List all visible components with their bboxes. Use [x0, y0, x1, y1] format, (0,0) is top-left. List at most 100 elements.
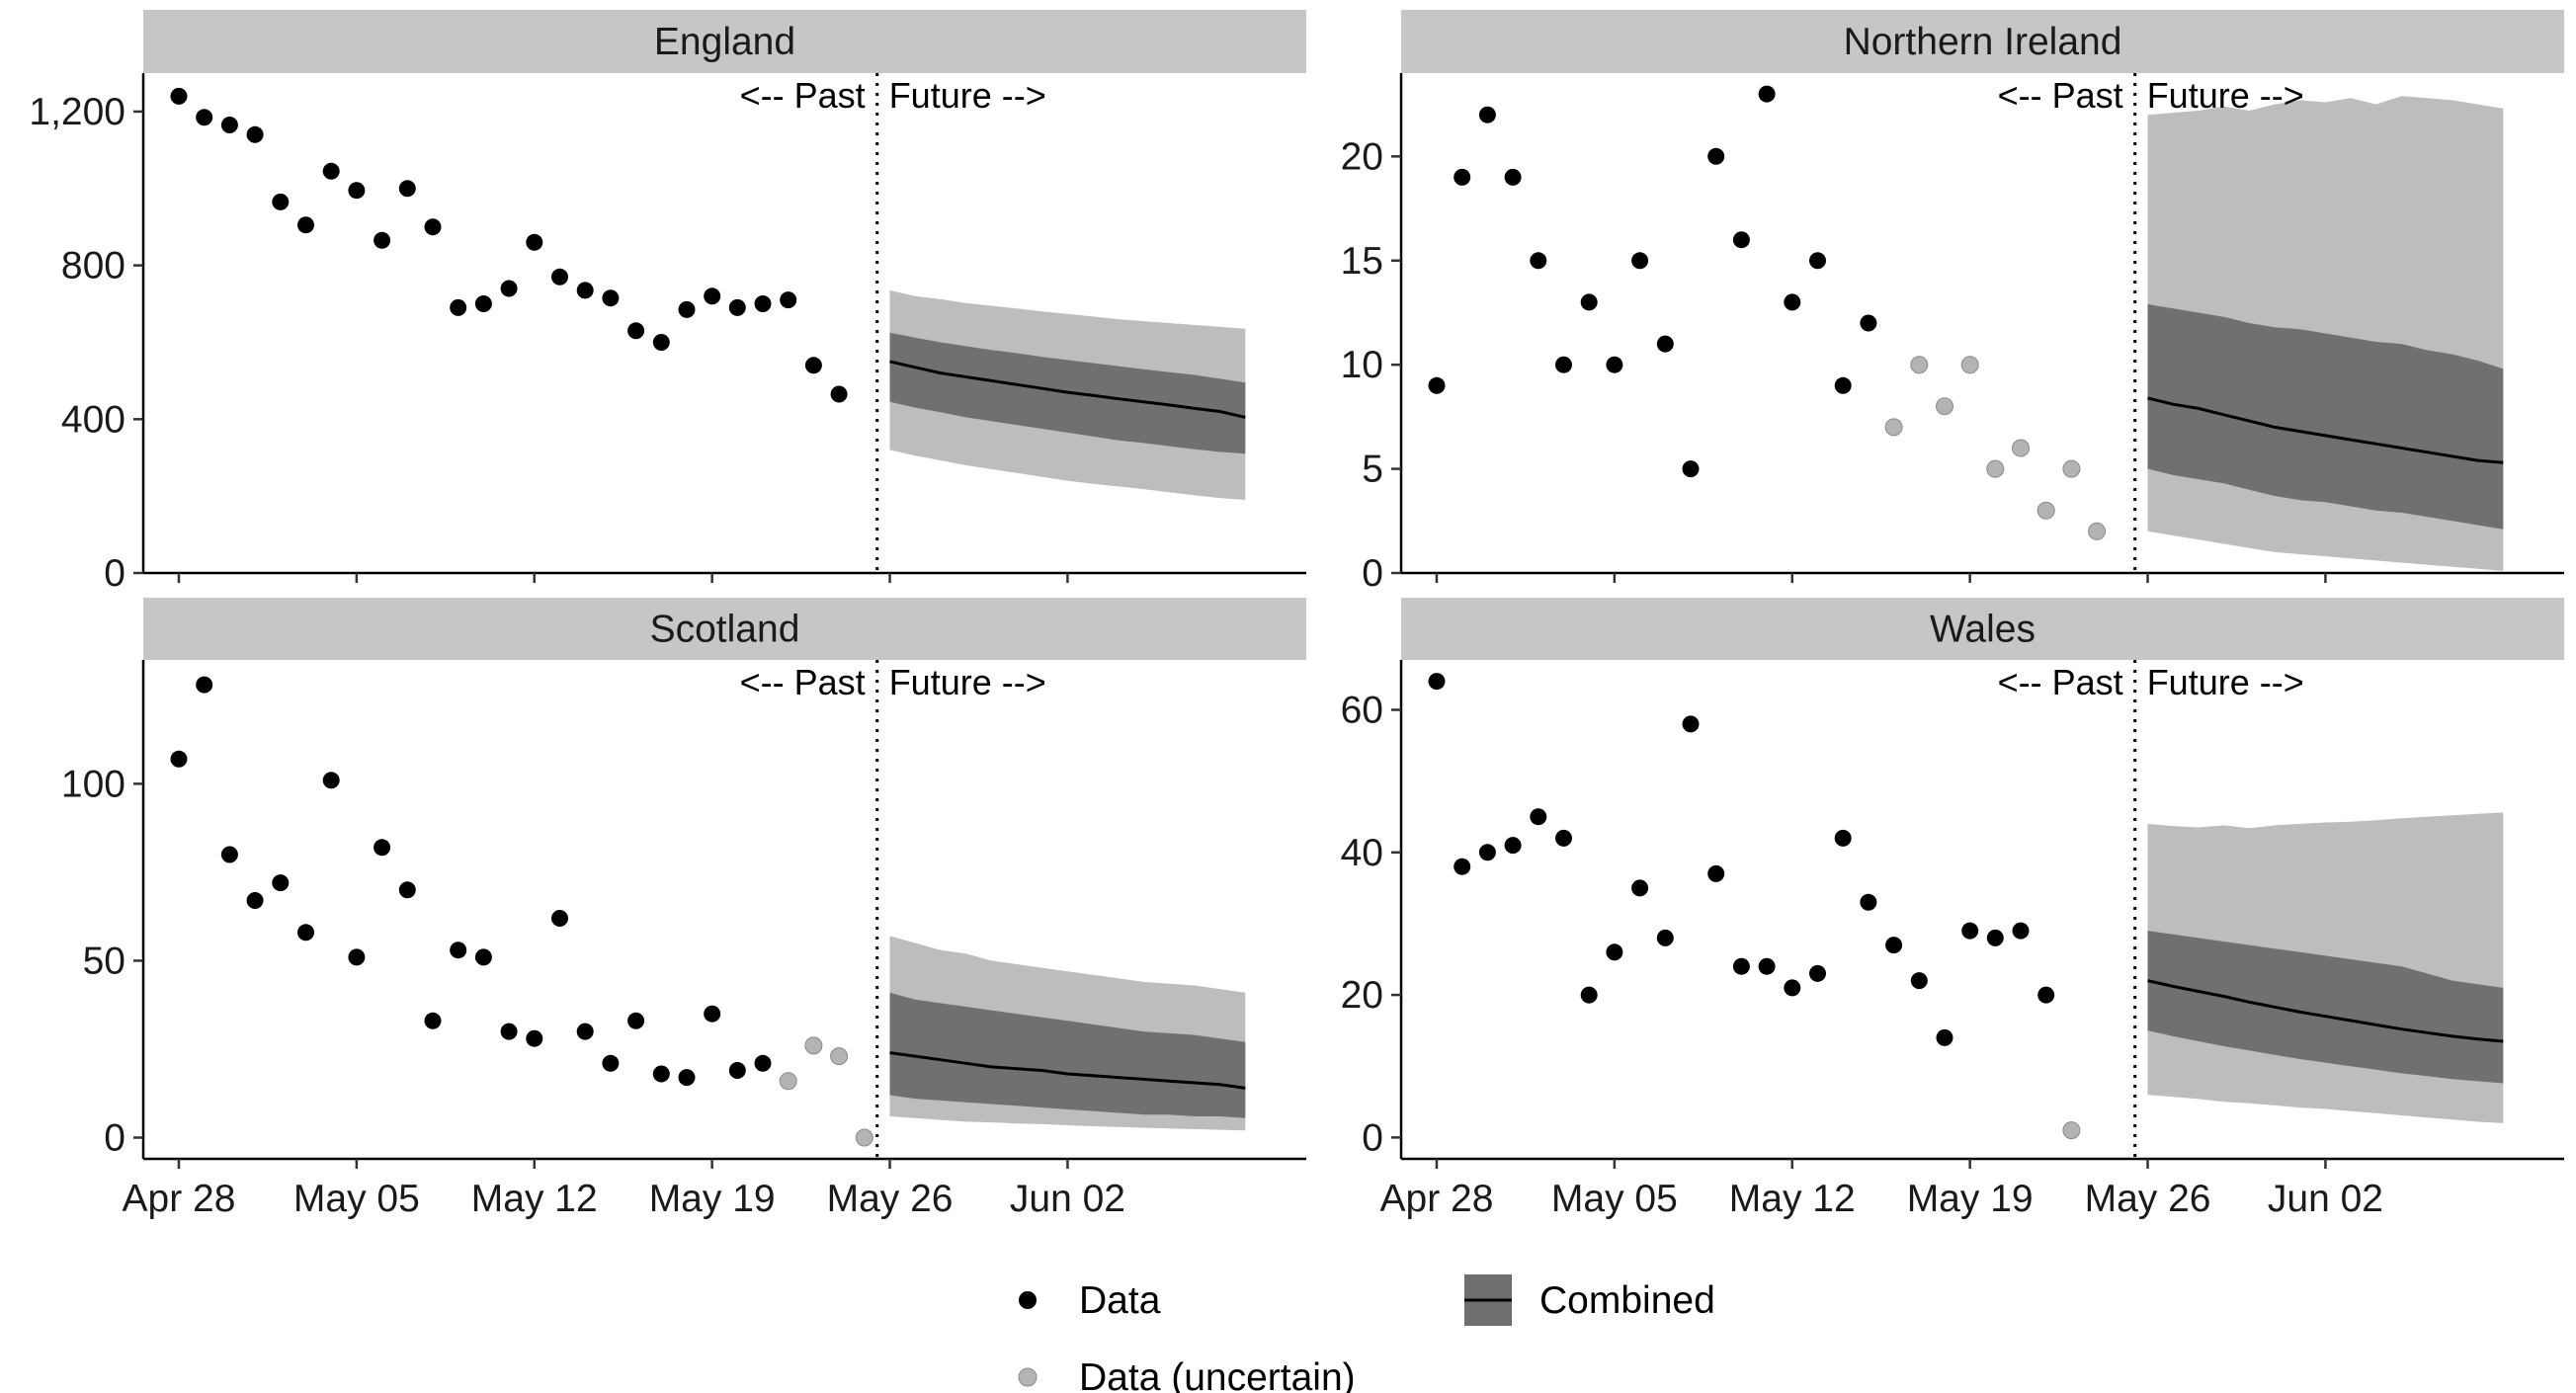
data-point [1986, 929, 2004, 946]
data-point [678, 300, 696, 318]
legend-item-data-uncertain: Data (uncertain) [1018, 1356, 1356, 1393]
data-point [1606, 943, 1623, 961]
data-point [704, 287, 721, 305]
data-point [1732, 231, 1750, 249]
x-tick-label: May 19 [1907, 1178, 2034, 1220]
data-point [374, 839, 391, 857]
data-point [272, 874, 290, 892]
x-tick-label: May 05 [1551, 1178, 1678, 1220]
future-annotation: Future --> [2147, 662, 2304, 702]
legend-key-dot [1019, 1291, 1037, 1309]
data-point [804, 357, 822, 374]
y-tick-label: 40 [1341, 832, 1383, 874]
data-point [348, 948, 366, 966]
x-tick-label: May 12 [1729, 1178, 1856, 1220]
data-point [780, 291, 797, 309]
legend-label: Combined [1539, 1279, 1715, 1322]
forecast-median-line [2147, 979, 2504, 1043]
data-point [602, 1054, 620, 1072]
data-point [1504, 168, 1522, 186]
data-point [830, 385, 848, 403]
panel-northern-ireland: Northern Ireland <-- Past Future --> 0 5 10 15… [1341, 10, 2564, 595]
strip-background [1401, 10, 2564, 73]
uncertain-data-point [1936, 397, 1953, 416]
data-point [1631, 879, 1649, 897]
data-point [754, 1054, 772, 1072]
data-point [450, 942, 467, 959]
panel-england: England <-- Past Future --> 0 400 800 1,200 [29, 10, 1306, 595]
x-tick-label: May 19 [649, 1178, 776, 1220]
uncertain-data-point [1960, 356, 1979, 374]
data-point [220, 117, 238, 133]
data-point [1682, 715, 1700, 733]
x-tick-label: Apr 28 [123, 1178, 236, 1220]
uncertain-data-point [804, 1036, 823, 1055]
data-point [1961, 922, 1979, 940]
strip-background [143, 10, 1306, 73]
data-point [1631, 252, 1649, 270]
data-point [1580, 986, 1598, 1004]
past-annotation: <-- Past [1998, 75, 2123, 116]
data-point [297, 924, 314, 942]
data-point [220, 846, 238, 863]
uncertain-data-point [1884, 418, 1903, 437]
data-point [526, 1029, 543, 1047]
strip-title: England [654, 21, 795, 63]
data-point [450, 298, 467, 316]
data-point [1656, 929, 1674, 946]
data-point [1454, 168, 1471, 186]
data-point [272, 193, 290, 210]
legend-key-dot [1018, 1367, 1038, 1387]
data-point [652, 334, 670, 351]
data-point [1656, 335, 1674, 353]
data-point [652, 1065, 670, 1083]
y-tick-label: 10 [1341, 344, 1383, 386]
forecast-inner-band [889, 992, 1246, 1118]
data-point [1504, 837, 1522, 855]
data-point [576, 282, 594, 299]
uncertain-data-point [855, 1128, 873, 1147]
past-annotation: <-- Past [1998, 662, 2123, 702]
data-point [678, 1069, 696, 1087]
panel-scotland: Scotland <-- Past Future --> 0 50 100 Apr 28 Ma… [61, 598, 1306, 1220]
data-point [551, 268, 568, 286]
x-tick-label: May 26 [827, 1178, 954, 1220]
strip-title: Scotland [650, 609, 800, 651]
strip-background [143, 598, 1306, 660]
uncertain-data-point [2062, 1121, 2081, 1140]
data-point [246, 125, 264, 143]
data-point [1606, 356, 1623, 373]
data-point [1784, 293, 1801, 311]
future-annotation: Future --> [889, 75, 1046, 116]
legend-label: Data (uncertain) [1079, 1356, 1356, 1393]
data-point [1530, 808, 1547, 826]
data-point [170, 87, 188, 105]
y-tick-label: 0 [1362, 552, 1383, 595]
data-point [1428, 673, 1446, 691]
data-point [1834, 376, 1852, 394]
data-point [196, 676, 213, 694]
y-tick-label: 20 [1341, 135, 1383, 178]
data-point [728, 298, 746, 316]
data-point [1809, 252, 1826, 270]
data-point [1478, 106, 1496, 123]
uncertain-data-point [830, 1047, 849, 1066]
data-point [297, 216, 314, 234]
x-tick-label: May 05 [293, 1178, 420, 1220]
forecast-median-line [889, 360, 1246, 419]
x-tick-label: Jun 02 [1010, 1178, 1125, 1220]
y-tick-label: 0 [1362, 1116, 1383, 1159]
data-point [1732, 957, 1750, 975]
data-point [728, 1062, 746, 1079]
legend: Data Data (uncertain) Combined [1018, 1274, 1715, 1393]
y-tick-label: 60 [1341, 690, 1383, 732]
x-tick-label: May 26 [2085, 1178, 2211, 1220]
data-point [627, 1012, 645, 1029]
x-tick-label: Jun 02 [2268, 1178, 2383, 1220]
data-point [170, 750, 188, 768]
data-point [551, 910, 568, 927]
legend-item-combined: Combined [1464, 1274, 1715, 1326]
uncertain-data-point [2012, 439, 2030, 457]
data-point [322, 772, 340, 789]
